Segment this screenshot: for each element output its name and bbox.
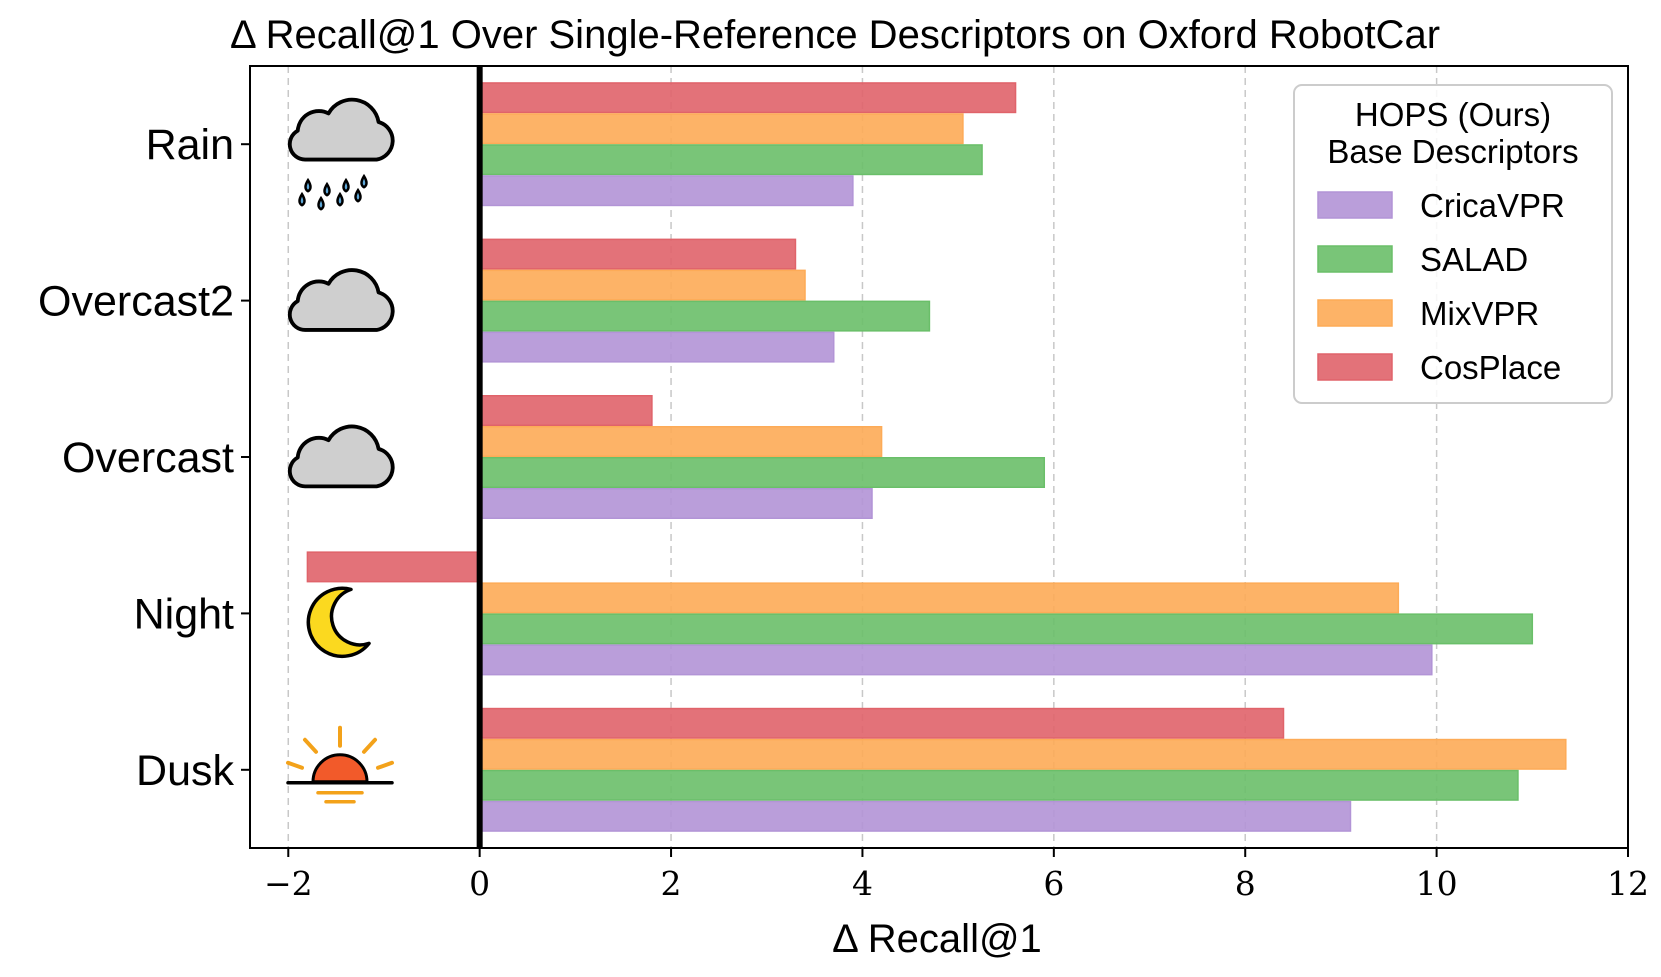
bar-mixvpr-rain (478, 113, 964, 145)
legend-title-line1: HOPS (Ours) (1355, 96, 1551, 133)
y-axis: Rain Overcast2 Overcast Night Dusk (38, 121, 250, 795)
y-tick-label: Overcast (62, 434, 234, 482)
bar-salad-overcast2 (478, 300, 931, 332)
legend-swatch-mixvpr (1317, 299, 1393, 327)
bar-mixvpr-dusk (478, 738, 1567, 770)
rain-cloud-icon (287, 97, 395, 211)
x-tick-label: 10 (1416, 864, 1458, 903)
legend-swatch-cosplace (1317, 353, 1393, 381)
sunset-icon (286, 725, 394, 804)
bar-cosplace-rain (478, 82, 1017, 114)
legend-label-mixvpr: MixVPR (1420, 295, 1539, 332)
bar-salad-dusk (478, 769, 1519, 801)
x-tick-label: 12 (1607, 864, 1649, 903)
legend: HOPS (Ours) Base Descriptors CricaVPR SAL… (1293, 84, 1613, 404)
bar-cricavpr-overcast2 (478, 331, 835, 363)
bar-cosplace-dusk (478, 707, 1285, 739)
bar-mixvpr-night (478, 582, 1400, 614)
cloud-icon (287, 424, 395, 489)
bar-cosplace-overcast (478, 395, 653, 426)
x-tick-label: 6 (1043, 864, 1064, 903)
legend-swatch-cricavpr (1317, 191, 1393, 219)
bar-salad-rain (478, 144, 983, 176)
bar-cricavpr-dusk (478, 800, 1352, 832)
bar-mixvpr-overcast (478, 426, 883, 457)
bar-cricavpr-night (478, 644, 1433, 676)
legend-title-line2: Base Descriptors (1327, 133, 1578, 170)
x-axis: −2 0 2 4 6 8 10 12 (264, 848, 1649, 903)
chart-title: Δ Recall@1 Over Single-Reference Descrip… (230, 13, 1440, 57)
moon-icon (306, 586, 371, 658)
x-axis-label: Δ Recall@1 (832, 917, 1042, 961)
legend-label-salad: SALAD (1420, 241, 1528, 278)
y-tick-label: Dusk (136, 747, 234, 795)
x-tick-label: 8 (1235, 864, 1256, 903)
category-icons (286, 97, 395, 804)
bars (306, 82, 1567, 832)
bar-cricavpr-overcast (478, 488, 873, 519)
x-tick-label: 0 (469, 864, 490, 903)
bar-cosplace-night (306, 551, 481, 583)
x-tick-label: 2 (661, 864, 682, 903)
legend-label-cricavpr: CricaVPR (1420, 187, 1565, 224)
x-tick-label: −2 (264, 864, 313, 903)
legend-swatch-salad (1317, 245, 1393, 273)
bar-cosplace-overcast2 (478, 238, 797, 270)
y-tick-label: Overcast2 (38, 278, 234, 326)
x-tick-label: 4 (852, 864, 873, 903)
cloud-icon (287, 268, 395, 332)
bar-cricavpr-rain (478, 175, 854, 207)
y-tick-label: Night (134, 590, 234, 638)
legend-label-cosplace: CosPlace (1420, 349, 1561, 386)
bar-mixvpr-overcast2 (478, 269, 806, 301)
bar-salad-night (478, 613, 1534, 645)
y-tick-label: Rain (146, 121, 234, 169)
bar-salad-overcast (478, 457, 1046, 488)
